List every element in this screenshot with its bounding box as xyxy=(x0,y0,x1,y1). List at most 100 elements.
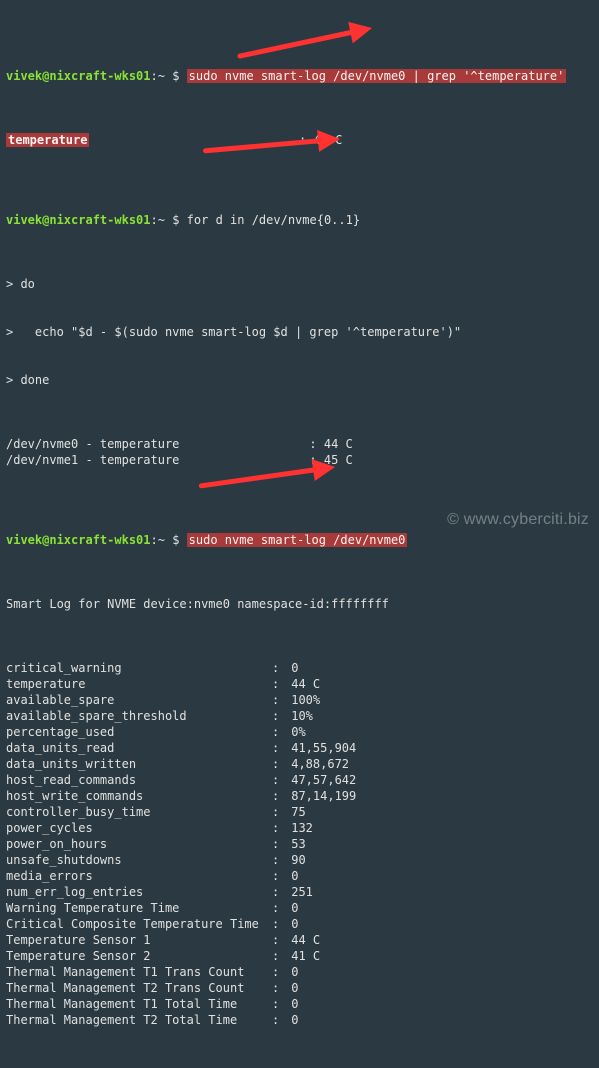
stat-colon: : xyxy=(272,772,284,788)
prompt-row-3: vivek@nixcraft-wks01:~ $ sudo nvme smart… xyxy=(6,532,593,548)
stat-row: Critical Composite Temperature Time: 0 xyxy=(6,916,593,932)
loop-output: /dev/nvme0 - temperature : 44 C/dev/nvme… xyxy=(6,436,593,468)
stat-val: 0 xyxy=(284,660,298,676)
stat-colon: : xyxy=(272,676,284,692)
stat-row: Thermal Management T2 Trans Count: 0 xyxy=(6,980,593,996)
stat-colon: : xyxy=(272,836,284,852)
stat-row: controller_busy_time: 75 xyxy=(6,804,593,820)
stat-colon: : xyxy=(272,932,284,948)
stat-val: 4,88,672 xyxy=(284,756,349,772)
stat-val: 0 xyxy=(284,980,298,996)
stat-row: Temperature Sensor 2: 41 C xyxy=(6,948,593,964)
stat-key: host_write_commands xyxy=(6,788,272,804)
stat-colon: : xyxy=(272,756,284,772)
output-1-val: : 44 C xyxy=(299,133,342,147)
stat-colon: : xyxy=(272,948,284,964)
stat-row: media_errors: 0 xyxy=(6,868,593,884)
stat-colon: : xyxy=(272,884,284,900)
terminal: vivek@nixcraft-wks01:~ $ sudo nvme smart… xyxy=(0,0,599,1068)
prompt-path: ~ xyxy=(158,69,165,83)
prompt-host: nixcraft-wks01 xyxy=(49,69,150,83)
stat-val: 0 xyxy=(284,996,298,1012)
stat-row: num_err_log_entries: 251 xyxy=(6,884,593,900)
stat-val: 53 xyxy=(284,836,306,852)
stat-row: host_read_commands: 47,57,642 xyxy=(6,772,593,788)
stat-val: 90 xyxy=(284,852,306,868)
loop-line-1: > do xyxy=(6,276,593,292)
stat-val: 10% xyxy=(284,708,313,724)
stat-key: power_cycles xyxy=(6,820,272,836)
stat-colon: : xyxy=(272,660,284,676)
stat-row: host_write_commands: 87,14,199 xyxy=(6,788,593,804)
loop-line-3: > done xyxy=(6,372,593,388)
stat-row: data_units_read: 41,55,904 xyxy=(6,740,593,756)
stat-val: 41 C xyxy=(284,948,320,964)
loop-output-row: /dev/nvme1 - temperature : 45 C xyxy=(6,452,593,468)
stat-key: data_units_written xyxy=(6,756,272,772)
stat-key: Thermal Management T1 Trans Count xyxy=(6,964,272,980)
stat-row: temperature: 44 C xyxy=(6,676,593,692)
stat-key: host_read_commands xyxy=(6,772,272,788)
stat-val: 0 xyxy=(284,1012,298,1028)
stat-key: Thermal Management T1 Total Time xyxy=(6,996,272,1012)
stat-val: 87,14,199 xyxy=(284,788,356,804)
stat-colon: : xyxy=(272,916,284,932)
stat-key: media_errors xyxy=(6,868,272,884)
prompt-user: vivek xyxy=(6,69,42,83)
loop-output-row: /dev/nvme0 - temperature : 44 C xyxy=(6,436,593,452)
command-1: sudo nvme smart-log /dev/nvme0 | grep '^… xyxy=(187,69,567,83)
stat-row: power_on_hours: 53 xyxy=(6,836,593,852)
stat-colon: : xyxy=(272,868,284,884)
stat-key: available_spare xyxy=(6,692,272,708)
smart-log-table: critical_warning: 0temperature: 44 Cavai… xyxy=(6,660,593,1028)
stat-key: num_err_log_entries xyxy=(6,884,272,900)
stat-colon: : xyxy=(272,980,284,996)
stat-key: available_spare_threshold xyxy=(6,708,272,724)
output-1-gap xyxy=(89,133,299,147)
command-2: for d in /dev/nvme{0..1} xyxy=(187,213,360,227)
output-1: temperature : 44 C xyxy=(6,132,593,148)
stat-colon: : xyxy=(272,1012,284,1028)
stat-colon: : xyxy=(272,788,284,804)
stat-colon: : xyxy=(272,708,284,724)
stat-key: critical_warning xyxy=(6,660,272,676)
stat-colon: : xyxy=(272,964,284,980)
stat-colon: : xyxy=(272,820,284,836)
stat-key: unsafe_shutdowns xyxy=(6,852,272,868)
stat-key: Warning Temperature Time xyxy=(6,900,272,916)
command-3: sudo nvme smart-log /dev/nvme0 xyxy=(187,533,408,547)
output-1-label: temperature xyxy=(6,133,89,147)
stat-row: critical_warning: 0 xyxy=(6,660,593,676)
stat-val: 47,57,642 xyxy=(284,772,356,788)
stat-key: Temperature Sensor 1 xyxy=(6,932,272,948)
stat-key: controller_busy_time xyxy=(6,804,272,820)
stat-colon: : xyxy=(272,804,284,820)
stat-colon: : xyxy=(272,900,284,916)
stat-row: Thermal Management T1 Total Time: 0 xyxy=(6,996,593,1012)
stat-row: Warning Temperature Time: 0 xyxy=(6,900,593,916)
stat-row: unsafe_shutdowns: 90 xyxy=(6,852,593,868)
stat-row: percentage_used: 0% xyxy=(6,724,593,740)
stat-colon: : xyxy=(272,692,284,708)
stat-val: 100% xyxy=(284,692,320,708)
stat-val: 132 xyxy=(284,820,313,836)
stat-key: data_units_read xyxy=(6,740,272,756)
stat-key: Thermal Management T2 Trans Count xyxy=(6,980,272,996)
stat-val: 0 xyxy=(284,900,298,916)
stat-row: Thermal Management T2 Total Time: 0 xyxy=(6,1012,593,1028)
stat-val: 0% xyxy=(284,724,306,740)
stat-val: 0 xyxy=(284,916,298,932)
stat-colon: : xyxy=(272,724,284,740)
stat-colon: : xyxy=(272,852,284,868)
prompt-row-1: vivek@nixcraft-wks01:~ $ sudo nvme smart… xyxy=(6,68,593,84)
stat-key: percentage_used xyxy=(6,724,272,740)
prompt-row-2: vivek@nixcraft-wks01:~ $ for d in /dev/n… xyxy=(6,212,593,228)
stat-key: Temperature Sensor 2 xyxy=(6,948,272,964)
stat-colon: : xyxy=(272,996,284,1012)
stat-row: available_spare: 100% xyxy=(6,692,593,708)
stat-val: 41,55,904 xyxy=(284,740,356,756)
stat-row: Thermal Management T1 Trans Count: 0 xyxy=(6,964,593,980)
stat-key: temperature xyxy=(6,676,272,692)
stat-row: available_spare_threshold: 10% xyxy=(6,708,593,724)
stat-key: Critical Composite Temperature Time xyxy=(6,916,272,932)
